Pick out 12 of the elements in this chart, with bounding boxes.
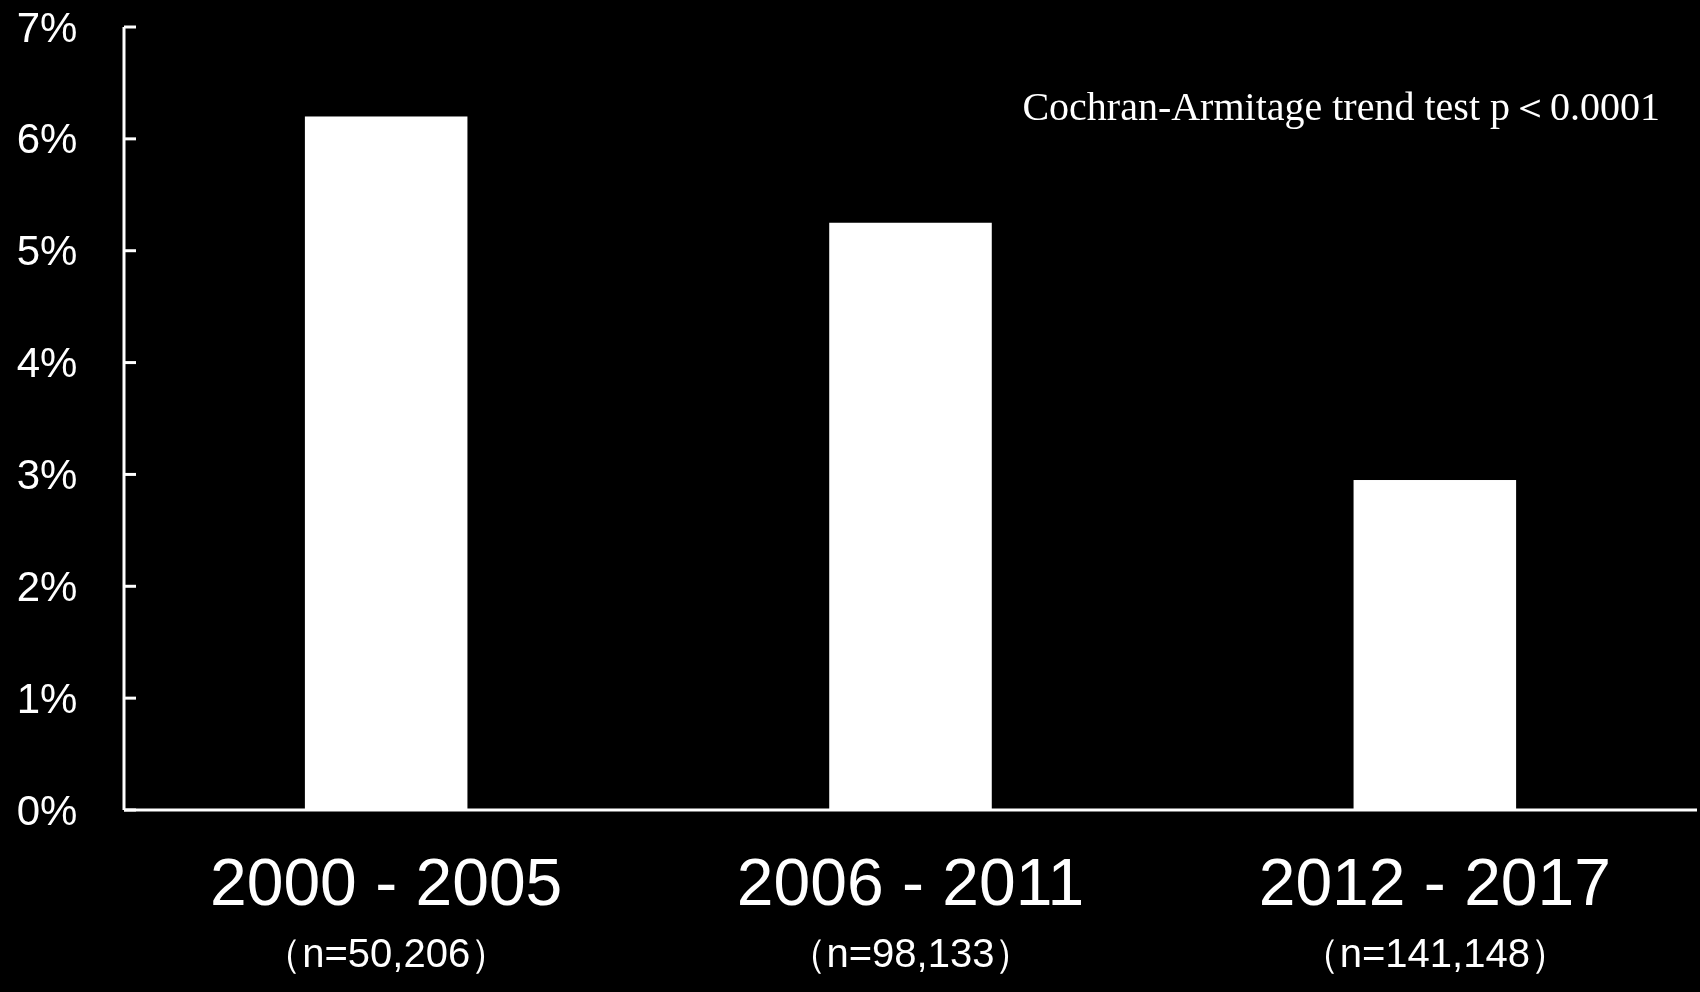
x-tick-label: 2012 - 2017 （n=141,148） — [1258, 845, 1611, 975]
y-tick-label: 2% — [16, 562, 78, 610]
x-tick-label: 2000 - 2005 （n=50,206） — [210, 845, 563, 975]
x-tick-label: 2006 - 2011 （n=98,133） — [736, 845, 1085, 975]
y-tick-label: 0% — [16, 786, 78, 834]
y-tick-label: 4% — [16, 339, 78, 387]
y-tick-label: 3% — [16, 450, 78, 498]
y-tick-label: 5% — [16, 227, 78, 275]
annotation: Cochran-Armitage trend test p＜0.0001 — [1022, 84, 1660, 129]
y-tick-label: 6% — [16, 115, 78, 163]
y-tick-label: 1% — [16, 674, 78, 722]
y-tick-label: 7% — [16, 3, 78, 51]
